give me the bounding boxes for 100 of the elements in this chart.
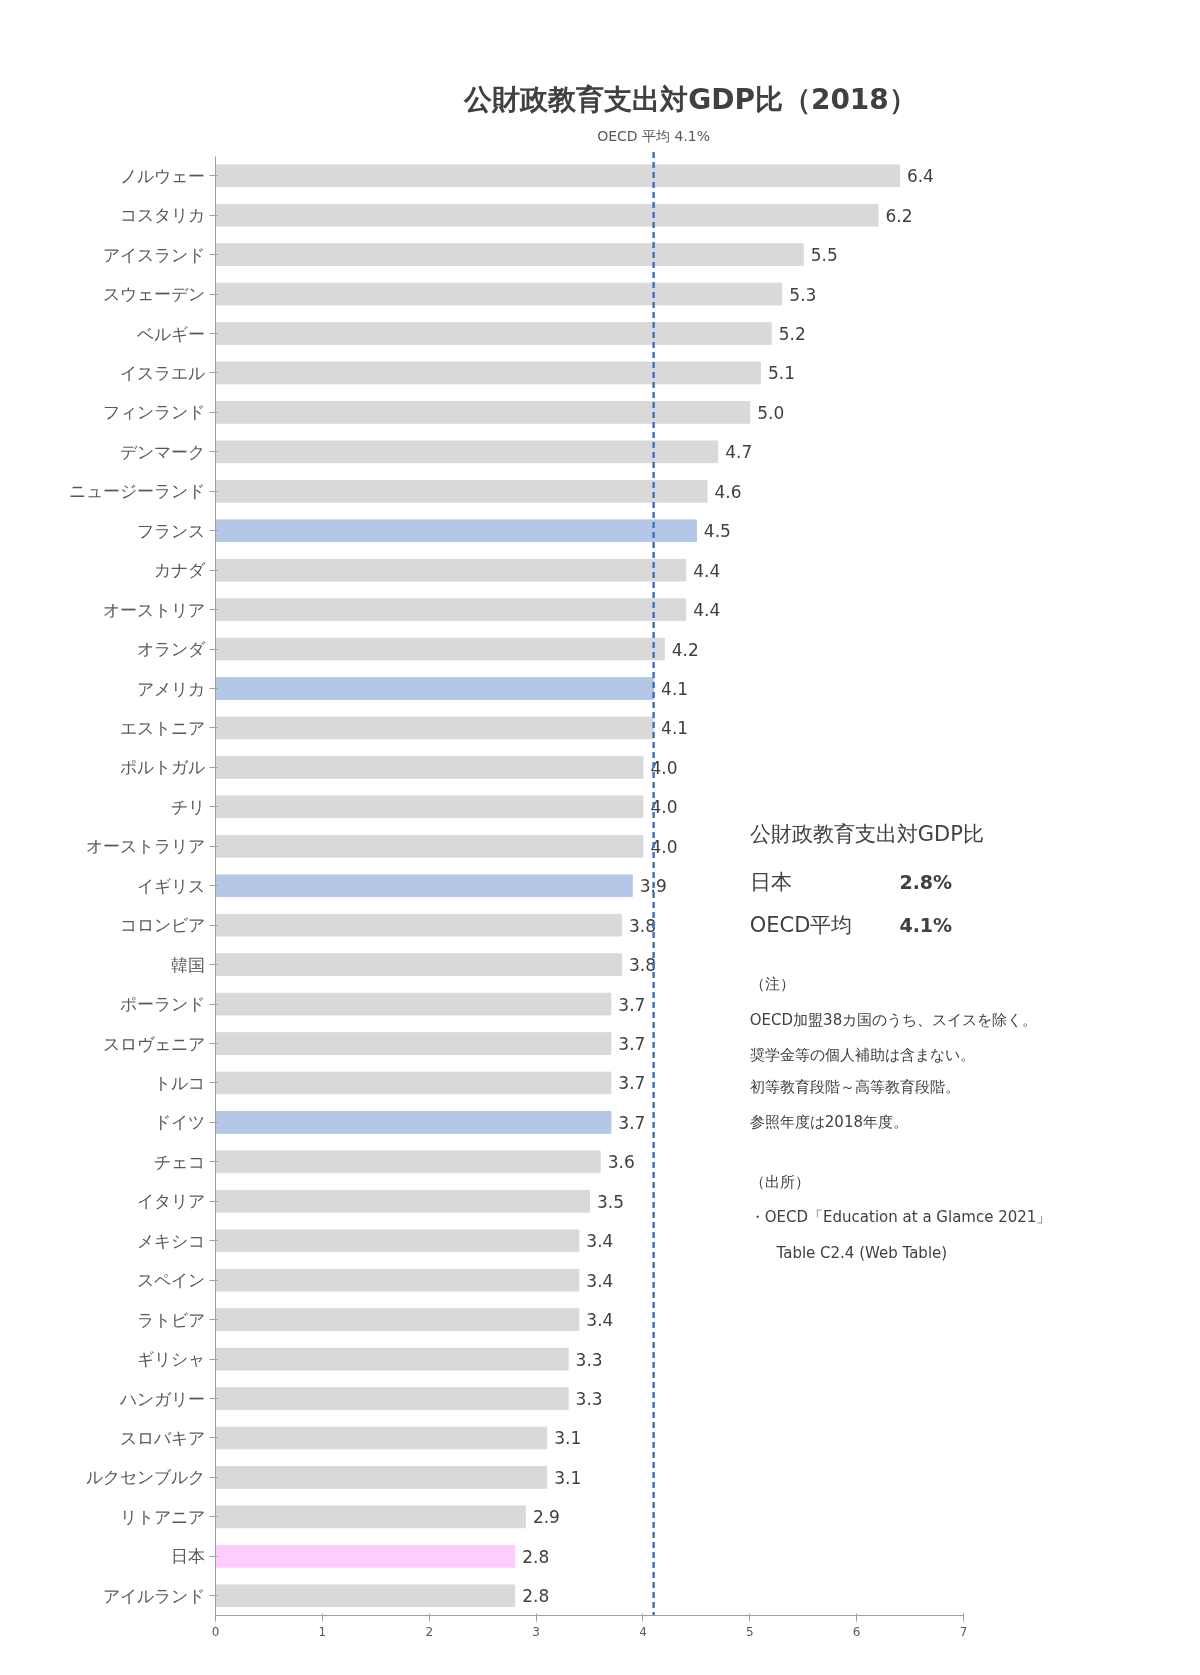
x-tick-label: 1 [318, 1624, 327, 1639]
bar [215, 1544, 516, 1568]
x-tick-label: 7 [959, 1624, 968, 1639]
y-tick-label: トルコ [153, 1072, 205, 1093]
bar [215, 203, 879, 227]
y-tick-label: カナダ [153, 560, 206, 581]
data-label: 3.1 [554, 1467, 582, 1488]
y-tick-label: デンマーク [119, 441, 205, 462]
y-tick-label: コスタリカ [119, 205, 205, 226]
data-label: 4.5 [703, 521, 731, 542]
data-label: 4.4 [693, 560, 721, 581]
data-label: 6.2 [885, 205, 913, 226]
chart-title: 公財政教育支出対GDP比（2018） [463, 82, 917, 116]
y-tick-label: エストニア [119, 717, 205, 738]
bar [215, 558, 687, 582]
bar [215, 479, 708, 503]
y-tick-label: ハンガリー [118, 1388, 205, 1409]
data-label: 3.3 [575, 1389, 603, 1410]
bar [215, 1308, 580, 1331]
data-label: 4.1 [661, 679, 689, 700]
y-tick-label: ベルギー [136, 323, 205, 344]
y-tick-label: チェコ [153, 1151, 205, 1172]
data-label: 5.2 [778, 324, 806, 345]
bar [215, 440, 719, 464]
y-tick-label: スロバキア [119, 1427, 205, 1448]
bar [215, 913, 623, 937]
bar [215, 1189, 591, 1213]
y-tick-label: コロンビア [119, 915, 205, 936]
bar [215, 1426, 548, 1450]
y-tick-label: スロヴェニア [102, 1033, 205, 1054]
y-tick-label: ルクセンブルク [85, 1467, 205, 1488]
annotation: OECD平均 [749, 913, 853, 938]
y-tick-label: ラトビア [136, 1309, 205, 1330]
x-tick-label: 6 [852, 1624, 861, 1639]
data-label: 5.5 [810, 245, 838, 266]
data-label: 3.7 [618, 1112, 646, 1133]
bar [215, 1347, 569, 1371]
y-tick-label: イスラエル [119, 362, 205, 383]
annotation: 参照年度は2018年度。 [749, 1113, 908, 1132]
bar [215, 361, 761, 385]
data-label: 4.6 [714, 481, 742, 502]
data-label: 3.7 [618, 994, 646, 1015]
y-tick-label: アイルランド [102, 1585, 205, 1606]
y-tick-label: ドイツ [153, 1112, 205, 1133]
bar [215, 322, 772, 345]
bar [215, 519, 697, 543]
y-tick-label: スウェーデン [102, 284, 205, 305]
y-tick-label: 韓国 [170, 954, 205, 975]
bar [215, 282, 783, 306]
x-tick-label: 5 [745, 1624, 754, 1639]
y-tick-label: オーストリア [102, 599, 205, 620]
data-label: 4.0 [650, 797, 678, 818]
data-label: 4.4 [693, 600, 721, 621]
bar [215, 243, 804, 266]
y-tick-label: ノルウェー [119, 165, 205, 186]
annotation: OECD加盟38カ国のうち、スイスを除く。 [749, 1010, 1038, 1029]
y-tick-label: アイスランド [102, 244, 205, 265]
bar [215, 716, 655, 740]
data-label: 2.9 [532, 1507, 560, 1528]
bar [215, 1387, 569, 1410]
bar [215, 677, 655, 700]
data-label: 3.9 [639, 876, 667, 897]
y-tick-label: リトアニア [119, 1506, 205, 1527]
bar [215, 598, 687, 621]
data-label: 4.2 [671, 639, 699, 660]
bar [215, 1268, 580, 1292]
annotation: 4.1% [899, 914, 953, 937]
data-label: 5.1 [767, 363, 796, 384]
data-label: 4.1 [661, 718, 689, 739]
x-tick-label: 2 [425, 1624, 434, 1639]
bar [215, 1584, 516, 1608]
y-tick-label: チリ [170, 796, 205, 817]
bar [215, 1466, 548, 1489]
bar [215, 1229, 580, 1253]
annotation: （出所） [749, 1172, 810, 1191]
annotation: 初等教育段階～高等教育段階。 [749, 1077, 960, 1096]
data-label: 3.6 [607, 1152, 635, 1173]
data-label: 3.4 [586, 1270, 614, 1291]
data-label: 5.3 [789, 284, 817, 305]
y-tick-label: オランダ [136, 639, 206, 660]
y-tick-label: アメリカ [136, 678, 205, 699]
y-tick-label: ポーランド [119, 994, 205, 1015]
annotation: （注） [749, 975, 795, 994]
ref-line-label: OECD 平均 4.1% [597, 128, 711, 145]
bar [215, 1111, 612, 1134]
y-tick-label: ニュージーランド [68, 481, 205, 502]
bar [215, 834, 644, 858]
y-tick-label: スペイン [136, 1270, 205, 1291]
y-tick-label: フィンランド [102, 402, 205, 423]
bar [215, 1071, 612, 1095]
data-label: 2.8 [522, 1586, 550, 1607]
data-label: 4.0 [650, 836, 678, 857]
x-tick-label: 4 [639, 1624, 647, 1639]
y-tick-label: メキシコ [136, 1230, 205, 1251]
data-label: 5.0 [757, 402, 785, 423]
y-tick-label: イタリア [136, 1191, 205, 1212]
annotation: 公財政教育支出対GDP比 [749, 822, 984, 847]
bar [215, 401, 751, 424]
annotation: Table C2.4 (Web Table) [775, 1243, 948, 1262]
data-label: 3.4 [586, 1310, 614, 1331]
